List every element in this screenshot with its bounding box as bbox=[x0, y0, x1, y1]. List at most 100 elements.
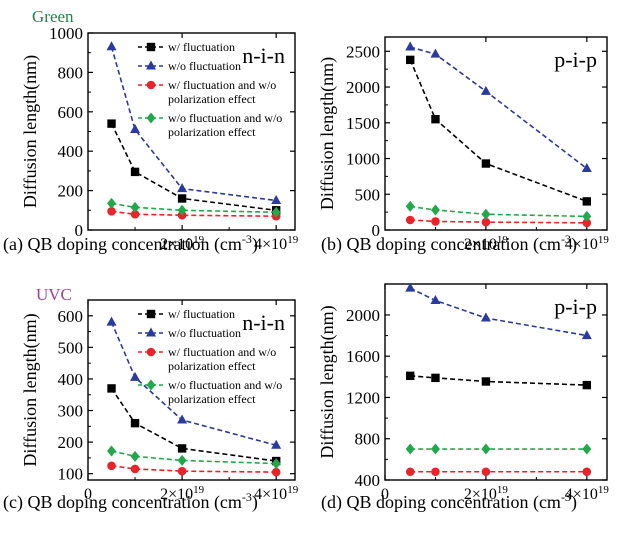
data-point bbox=[405, 200, 415, 212]
structure-label: p-i-p bbox=[554, 47, 597, 72]
series-wo_fluct_wo_pol bbox=[405, 200, 592, 222]
data-point bbox=[107, 206, 116, 216]
data-point bbox=[581, 330, 592, 340]
data-point bbox=[130, 371, 141, 381]
y-tick-label: 0 bbox=[75, 221, 84, 240]
legend-marker bbox=[146, 379, 156, 391]
data-point bbox=[271, 467, 281, 477]
data-point bbox=[430, 295, 441, 305]
legend-label: polarization effect bbox=[168, 392, 256, 406]
series-line bbox=[410, 375, 587, 386]
legend-label: w/o fluctuation and w/o bbox=[168, 111, 282, 125]
data-point bbox=[582, 380, 592, 390]
panel-caption: (c) QB doping concentration (cm-3) bbox=[3, 490, 258, 513]
data-point bbox=[271, 458, 281, 470]
data-point bbox=[406, 55, 415, 65]
y-tick-label: 0 bbox=[372, 221, 381, 240]
x-tick-label: 0 bbox=[84, 486, 92, 503]
legend-marker bbox=[146, 347, 156, 357]
chart-panel-d: 400 800 1200 1600 2000 0 2×1019 4×1019 Diffusion… bbox=[317, 282, 610, 513]
data-point bbox=[107, 197, 117, 209]
legend-label: w/o fluctuation bbox=[168, 59, 241, 73]
y-tick-label: 200 bbox=[58, 182, 84, 201]
data-point bbox=[431, 217, 440, 226]
data-point bbox=[177, 414, 188, 424]
data-point bbox=[481, 443, 491, 455]
series-line bbox=[410, 219, 587, 224]
data-point bbox=[405, 215, 415, 225]
y-tick-label: 400 bbox=[58, 370, 84, 389]
x-tick-label: 4×1019 bbox=[565, 484, 610, 503]
data-point bbox=[430, 443, 440, 455]
series-line bbox=[111, 202, 277, 214]
y-tick-label: 1500 bbox=[346, 114, 380, 133]
data-point bbox=[130, 201, 140, 213]
data-point bbox=[107, 384, 116, 393]
panel-caption: (a) QB doping concentration (cm-3) bbox=[3, 232, 258, 255]
y-tick-label: 800 bbox=[58, 63, 84, 82]
data-point bbox=[431, 373, 440, 383]
legend: w/ fluctuation w/o fluctuation w/ fluctuat… bbox=[138, 40, 282, 139]
data-point bbox=[431, 115, 440, 124]
data-point bbox=[177, 183, 188, 193]
data-point bbox=[582, 210, 592, 222]
legend-label: w/ fluctuation and w/o bbox=[168, 345, 276, 359]
data-point bbox=[177, 466, 187, 476]
data-point bbox=[130, 418, 140, 428]
data-point bbox=[481, 208, 491, 220]
chart-panel-a: 0 200 400 600 800 1000 2×1019 4×1019 Diffusion l… bbox=[3, 24, 299, 255]
panel-caption: (b) QB doping concentration (cm-3) bbox=[321, 232, 577, 255]
y-tick-label: 100 bbox=[58, 465, 84, 484]
x-tick-label: 4×1019 bbox=[254, 484, 299, 503]
legend-marker bbox=[146, 80, 156, 90]
data-point bbox=[177, 454, 187, 466]
data-point bbox=[582, 443, 592, 455]
series-line bbox=[110, 46, 277, 202]
series-line bbox=[410, 205, 587, 218]
y-tick-label: 300 bbox=[58, 402, 84, 421]
data-point bbox=[107, 119, 116, 128]
data-point bbox=[130, 464, 140, 474]
y-tick-label: 600 bbox=[58, 307, 84, 326]
data-point bbox=[177, 194, 187, 203]
data-point bbox=[406, 371, 415, 381]
series-line bbox=[110, 387, 277, 462]
y-axis-label: Diffusion length(nm) bbox=[317, 57, 338, 210]
data-point bbox=[271, 194, 282, 204]
data-point bbox=[481, 467, 491, 477]
x-tick-label: 2×1019 bbox=[160, 484, 205, 503]
data-point bbox=[106, 41, 117, 51]
legend-label: w/ fluctuation bbox=[168, 307, 235, 321]
y-tick-label: 1600 bbox=[346, 347, 380, 366]
y-tick-label: 500 bbox=[355, 185, 381, 204]
data-point bbox=[130, 209, 140, 219]
annotation-green: Green bbox=[32, 7, 74, 26]
legend-marker bbox=[146, 60, 156, 70]
legend-label: polarization effect bbox=[168, 92, 256, 106]
series-line bbox=[409, 287, 587, 337]
structure-label: n-i-n bbox=[242, 43, 285, 68]
y-tick-label: 2500 bbox=[346, 42, 380, 61]
y-tick-label: 200 bbox=[58, 433, 84, 452]
series-line bbox=[409, 59, 588, 203]
series-w_fluct_wo_pol bbox=[107, 461, 281, 477]
x-tick-label: 2×1019 bbox=[464, 484, 509, 503]
data-point bbox=[405, 41, 416, 51]
data-point bbox=[480, 312, 491, 322]
data-point bbox=[431, 467, 440, 477]
series-line bbox=[111, 210, 277, 218]
series-w_fluctuation bbox=[406, 55, 592, 206]
data-point bbox=[405, 282, 416, 292]
data-point bbox=[271, 206, 281, 218]
legend-marker bbox=[146, 112, 156, 124]
y-axis-label: Diffusion length(nm) bbox=[20, 313, 41, 466]
y-tick-label: 800 bbox=[355, 430, 381, 449]
series-wo_fluctuation bbox=[106, 316, 282, 449]
data-point bbox=[271, 439, 282, 449]
legend-marker bbox=[146, 309, 156, 319]
y-tick-label: 400 bbox=[58, 142, 84, 161]
series-line bbox=[111, 450, 277, 465]
legend-marker bbox=[146, 327, 156, 337]
data-point bbox=[582, 218, 592, 228]
